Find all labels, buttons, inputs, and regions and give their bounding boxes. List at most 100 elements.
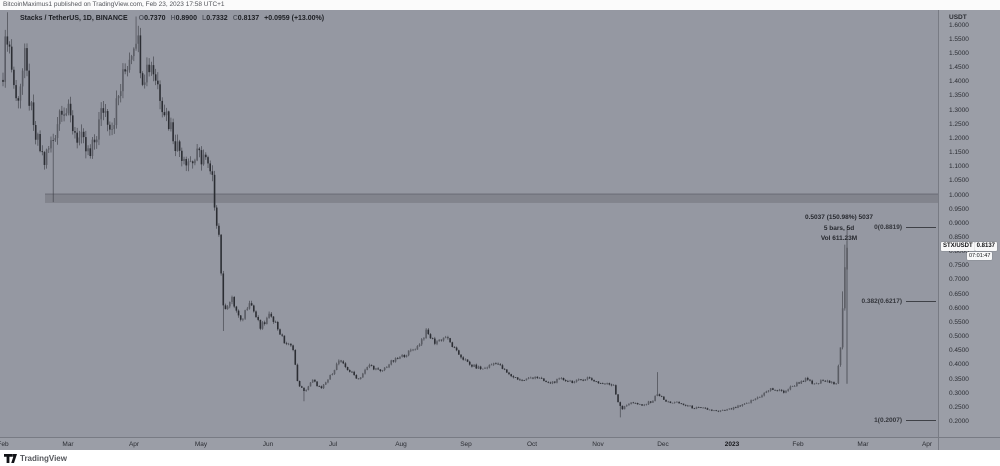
candle-body — [307, 386, 310, 390]
candle-body — [340, 360, 342, 362]
candle-body — [573, 381, 576, 383]
candle-body — [100, 108, 102, 120]
candle-body — [189, 161, 192, 163]
price-tick: 0.7500 — [949, 262, 969, 270]
candle-body — [235, 306, 238, 311]
candle-body — [21, 70, 24, 87]
candle-body — [721, 409, 724, 411]
candle-body — [591, 378, 593, 380]
tradingview-logo-icon[interactable] — [4, 453, 17, 463]
candle-body — [331, 374, 334, 375]
candle-body — [215, 207, 218, 226]
candle-body — [534, 376, 536, 379]
candle-body — [778, 389, 781, 391]
candle-body — [270, 313, 273, 317]
time-axis[interactable]: Feb Mar Apr May Jun Jul Aug Sep Oct Nov Dec 2023 Feb… — [0, 437, 1000, 450]
candle-body — [826, 380, 829, 382]
candle-body — [763, 392, 765, 396]
candle-body — [464, 359, 467, 361]
candle-body — [8, 44, 11, 47]
resistance-zone[interactable] — [45, 193, 938, 203]
legend-symbol[interactable]: Stacks / TetherUS, 1D, BINANCE — [20, 15, 128, 22]
candle-body — [499, 364, 502, 366]
candle-body — [479, 366, 482, 370]
candle-body — [78, 137, 81, 143]
candle-body — [756, 397, 759, 399]
candle-body — [715, 410, 717, 412]
price-tick: 0.4000 — [949, 361, 969, 369]
candle-body — [39, 134, 41, 152]
candle-body — [183, 158, 185, 161]
candle-body — [654, 395, 656, 401]
candle-body — [514, 377, 517, 378]
candle-body — [67, 103, 70, 114]
price-tick: 0.2500 — [949, 403, 969, 411]
candle-body — [102, 108, 105, 113]
candle-body — [793, 385, 796, 387]
candle-body — [220, 234, 222, 274]
fib-level-label: 1(0.2007) — [874, 417, 902, 425]
candle-body — [187, 161, 190, 166]
candle-body — [510, 374, 512, 377]
price-chart-canvas[interactable] — [0, 10, 938, 437]
candle-body — [495, 363, 497, 365]
candle-body — [741, 404, 744, 406]
candle-body — [163, 112, 166, 116]
legend-close-value: 0.8137 — [237, 15, 260, 22]
candle-body — [233, 297, 235, 307]
candle-body — [277, 321, 279, 330]
candle-body — [113, 125, 116, 130]
legend-high-label: H — [170, 15, 176, 22]
candle-body — [226, 306, 229, 310]
candle-body — [392, 360, 395, 362]
candle-body — [702, 407, 704, 409]
price-axis[interactable]: USDT 1.6000 1.5500 1.5000 1.4500 1.4000 1.350… — [938, 10, 1000, 437]
candle-body — [263, 322, 266, 324]
candle-body — [434, 338, 436, 344]
candle-body — [800, 381, 803, 384]
fib-level-line — [906, 420, 936, 422]
candle-body — [296, 364, 299, 382]
tradingview-brand-text[interactable]: TradingView — [20, 453, 67, 463]
price-tick: 1.5000 — [949, 49, 969, 57]
candle-body — [730, 408, 733, 410]
candle-body — [82, 131, 85, 138]
candle-body — [669, 401, 672, 403]
time-axis-label: Apr — [921, 441, 933, 448]
fib-level-row[interactable]: 0(0.8819) — [874, 224, 936, 231]
candle-body — [516, 377, 519, 380]
candle-body — [202, 154, 205, 165]
candle-body — [198, 148, 201, 151]
price-tick: 1.6000 — [949, 21, 969, 29]
candle-body — [351, 371, 353, 373]
price-tick: 0.6500 — [949, 290, 969, 298]
candle-body — [357, 378, 360, 380]
time-axis-label: May — [194, 441, 208, 448]
candle-body — [521, 379, 523, 381]
measure-annotation[interactable]: 0.5037 (150.98%) 5037 5 bars, 5d Vol 611… — [760, 213, 918, 245]
fib-level-label: 0(0.8819) — [874, 224, 902, 232]
candle-body — [6, 36, 9, 45]
legend-low-label: L — [201, 15, 207, 22]
fib-level-row[interactable]: 1(0.2007) — [874, 417, 936, 424]
price-tick: 0.8000 — [949, 248, 969, 256]
candle-body — [416, 346, 419, 350]
attribution-text: BitcoinMaximus1 published on TradingView… — [3, 1, 225, 8]
price-tick: 0.4500 — [949, 347, 969, 355]
candle-body — [484, 368, 486, 369]
candle-body — [43, 152, 46, 165]
candle-body — [660, 395, 663, 397]
candle-body — [366, 366, 369, 370]
candle-body — [632, 402, 635, 404]
candle-body — [161, 100, 164, 113]
candle-body — [128, 59, 131, 70]
candle-body — [748, 402, 750, 404]
fib-level-row[interactable]: 0.382(0.6217) — [862, 298, 936, 305]
candle-body — [218, 225, 220, 235]
candle-body — [704, 407, 707, 409]
candle-body — [74, 131, 76, 133]
chart-area[interactable]: Stacks / TetherUS, 1D, BINANCE O0.7370 H0.… — [0, 10, 938, 437]
price-tick: 1.3000 — [949, 106, 969, 114]
candle-body — [268, 313, 270, 318]
price-tick: 0.5500 — [949, 318, 969, 326]
